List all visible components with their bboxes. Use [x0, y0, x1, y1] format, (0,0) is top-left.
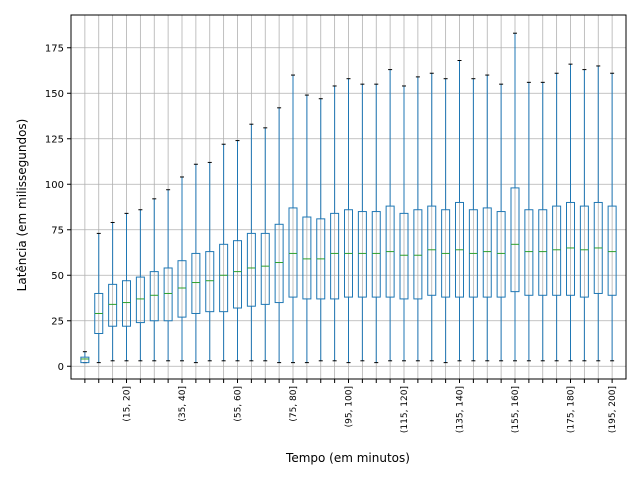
box-iqr	[205, 251, 215, 313]
box-36	[579, 69, 589, 362]
box-17	[316, 98, 326, 362]
box-iqr	[122, 280, 131, 327]
x-tick-label: (155, 160]	[511, 386, 521, 433]
y-tick-label: 0	[58, 362, 64, 373]
box-23	[399, 85, 409, 362]
y-tick-label: 25	[51, 316, 64, 327]
x-tick-label: (75, 80]	[289, 386, 299, 422]
box-11	[233, 140, 242, 362]
box-iqr	[274, 223, 284, 304]
box-24	[413, 76, 423, 362]
box-6	[163, 189, 173, 362]
y-tick-label: 125	[45, 134, 64, 145]
x-tick-label: (55, 60]	[234, 386, 244, 422]
box-iqr	[607, 205, 617, 296]
box-iqr	[371, 211, 381, 298]
box-32	[524, 81, 534, 362]
box-26	[441, 78, 451, 364]
box-iqr	[552, 205, 562, 296]
box-0	[80, 351, 90, 364]
box-iqr	[233, 240, 242, 309]
box-22	[385, 69, 395, 362]
box-iqr	[538, 209, 548, 296]
box-iqr	[246, 232, 256, 307]
box-8	[191, 163, 201, 364]
box-iqr	[399, 212, 409, 300]
box-iqr	[524, 209, 534, 296]
box-iqr	[566, 201, 575, 296]
box-iqr	[260, 232, 270, 305]
box-1	[94, 232, 104, 364]
box-27	[455, 60, 464, 362]
y-tick-label: 150	[45, 89, 64, 100]
x-tick-label: (135, 140]	[456, 386, 466, 433]
box-28	[468, 78, 478, 362]
box-29	[482, 74, 492, 362]
box-34	[552, 72, 562, 362]
box-31	[510, 32, 520, 362]
box-iqr	[510, 187, 520, 293]
box-iqr	[149, 271, 159, 322]
box-5	[149, 198, 159, 362]
box-iqr	[427, 205, 437, 296]
box-iqr	[80, 356, 90, 364]
box-33	[538, 81, 548, 362]
box-15	[288, 74, 298, 364]
box-20	[357, 83, 367, 362]
y-tick-label: 50	[51, 271, 64, 282]
x-tick-label: (175, 180]	[567, 386, 577, 433]
box-25	[427, 72, 437, 362]
box-iqr	[413, 209, 423, 300]
x-tick-label: (95, 100]	[345, 386, 355, 427]
box-18	[330, 85, 340, 362]
x-tick-label: (15, 20]	[123, 386, 133, 422]
box-iqr	[108, 283, 118, 327]
box-iqr	[191, 252, 201, 314]
box-38	[607, 72, 617, 362]
y-axis-label: Latência (em milissegundos)	[15, 119, 29, 292]
x-tick-label: (115, 120]	[400, 386, 410, 433]
box-21	[371, 83, 381, 364]
box-3	[122, 212, 131, 362]
box-12	[246, 123, 256, 362]
box-10	[219, 143, 229, 362]
box-iqr	[496, 211, 506, 298]
box-iqr	[302, 216, 312, 300]
box-30	[496, 83, 506, 362]
x-axis-label: Tempo (em minutos)	[285, 451, 410, 465]
box-14	[274, 107, 284, 364]
box-iqr	[288, 207, 298, 298]
box-16	[302, 94, 312, 364]
x-tick-label: (195, 200]	[608, 386, 618, 433]
box-iqr	[357, 211, 367, 298]
y-ticks: 0 25 50 75 100 125 150 175	[45, 43, 71, 373]
box-13	[260, 127, 270, 362]
box-7	[177, 176, 187, 362]
y-tick-label: 100	[45, 180, 64, 191]
boxes	[80, 32, 617, 364]
box-iqr	[177, 260, 187, 318]
box-9	[205, 161, 215, 362]
y-tick-label: 75	[51, 225, 64, 236]
box-19	[344, 78, 353, 364]
box-iqr	[482, 207, 492, 298]
box-iqr	[163, 267, 173, 322]
box-4	[135, 209, 145, 362]
x-tick-label: (35, 40]	[178, 386, 188, 422]
box-iqr	[579, 205, 589, 298]
box-iqr	[330, 212, 340, 300]
box-35	[566, 63, 575, 362]
box-iqr	[219, 243, 229, 313]
y-tick-label: 175	[45, 43, 64, 54]
box-37	[593, 65, 603, 362]
box-2	[108, 221, 118, 362]
box-iqr	[135, 276, 145, 324]
x-ticks: (15, 20] (35, 40] (55, 60] (75, 80] (95, 100…	[84, 379, 618, 433]
